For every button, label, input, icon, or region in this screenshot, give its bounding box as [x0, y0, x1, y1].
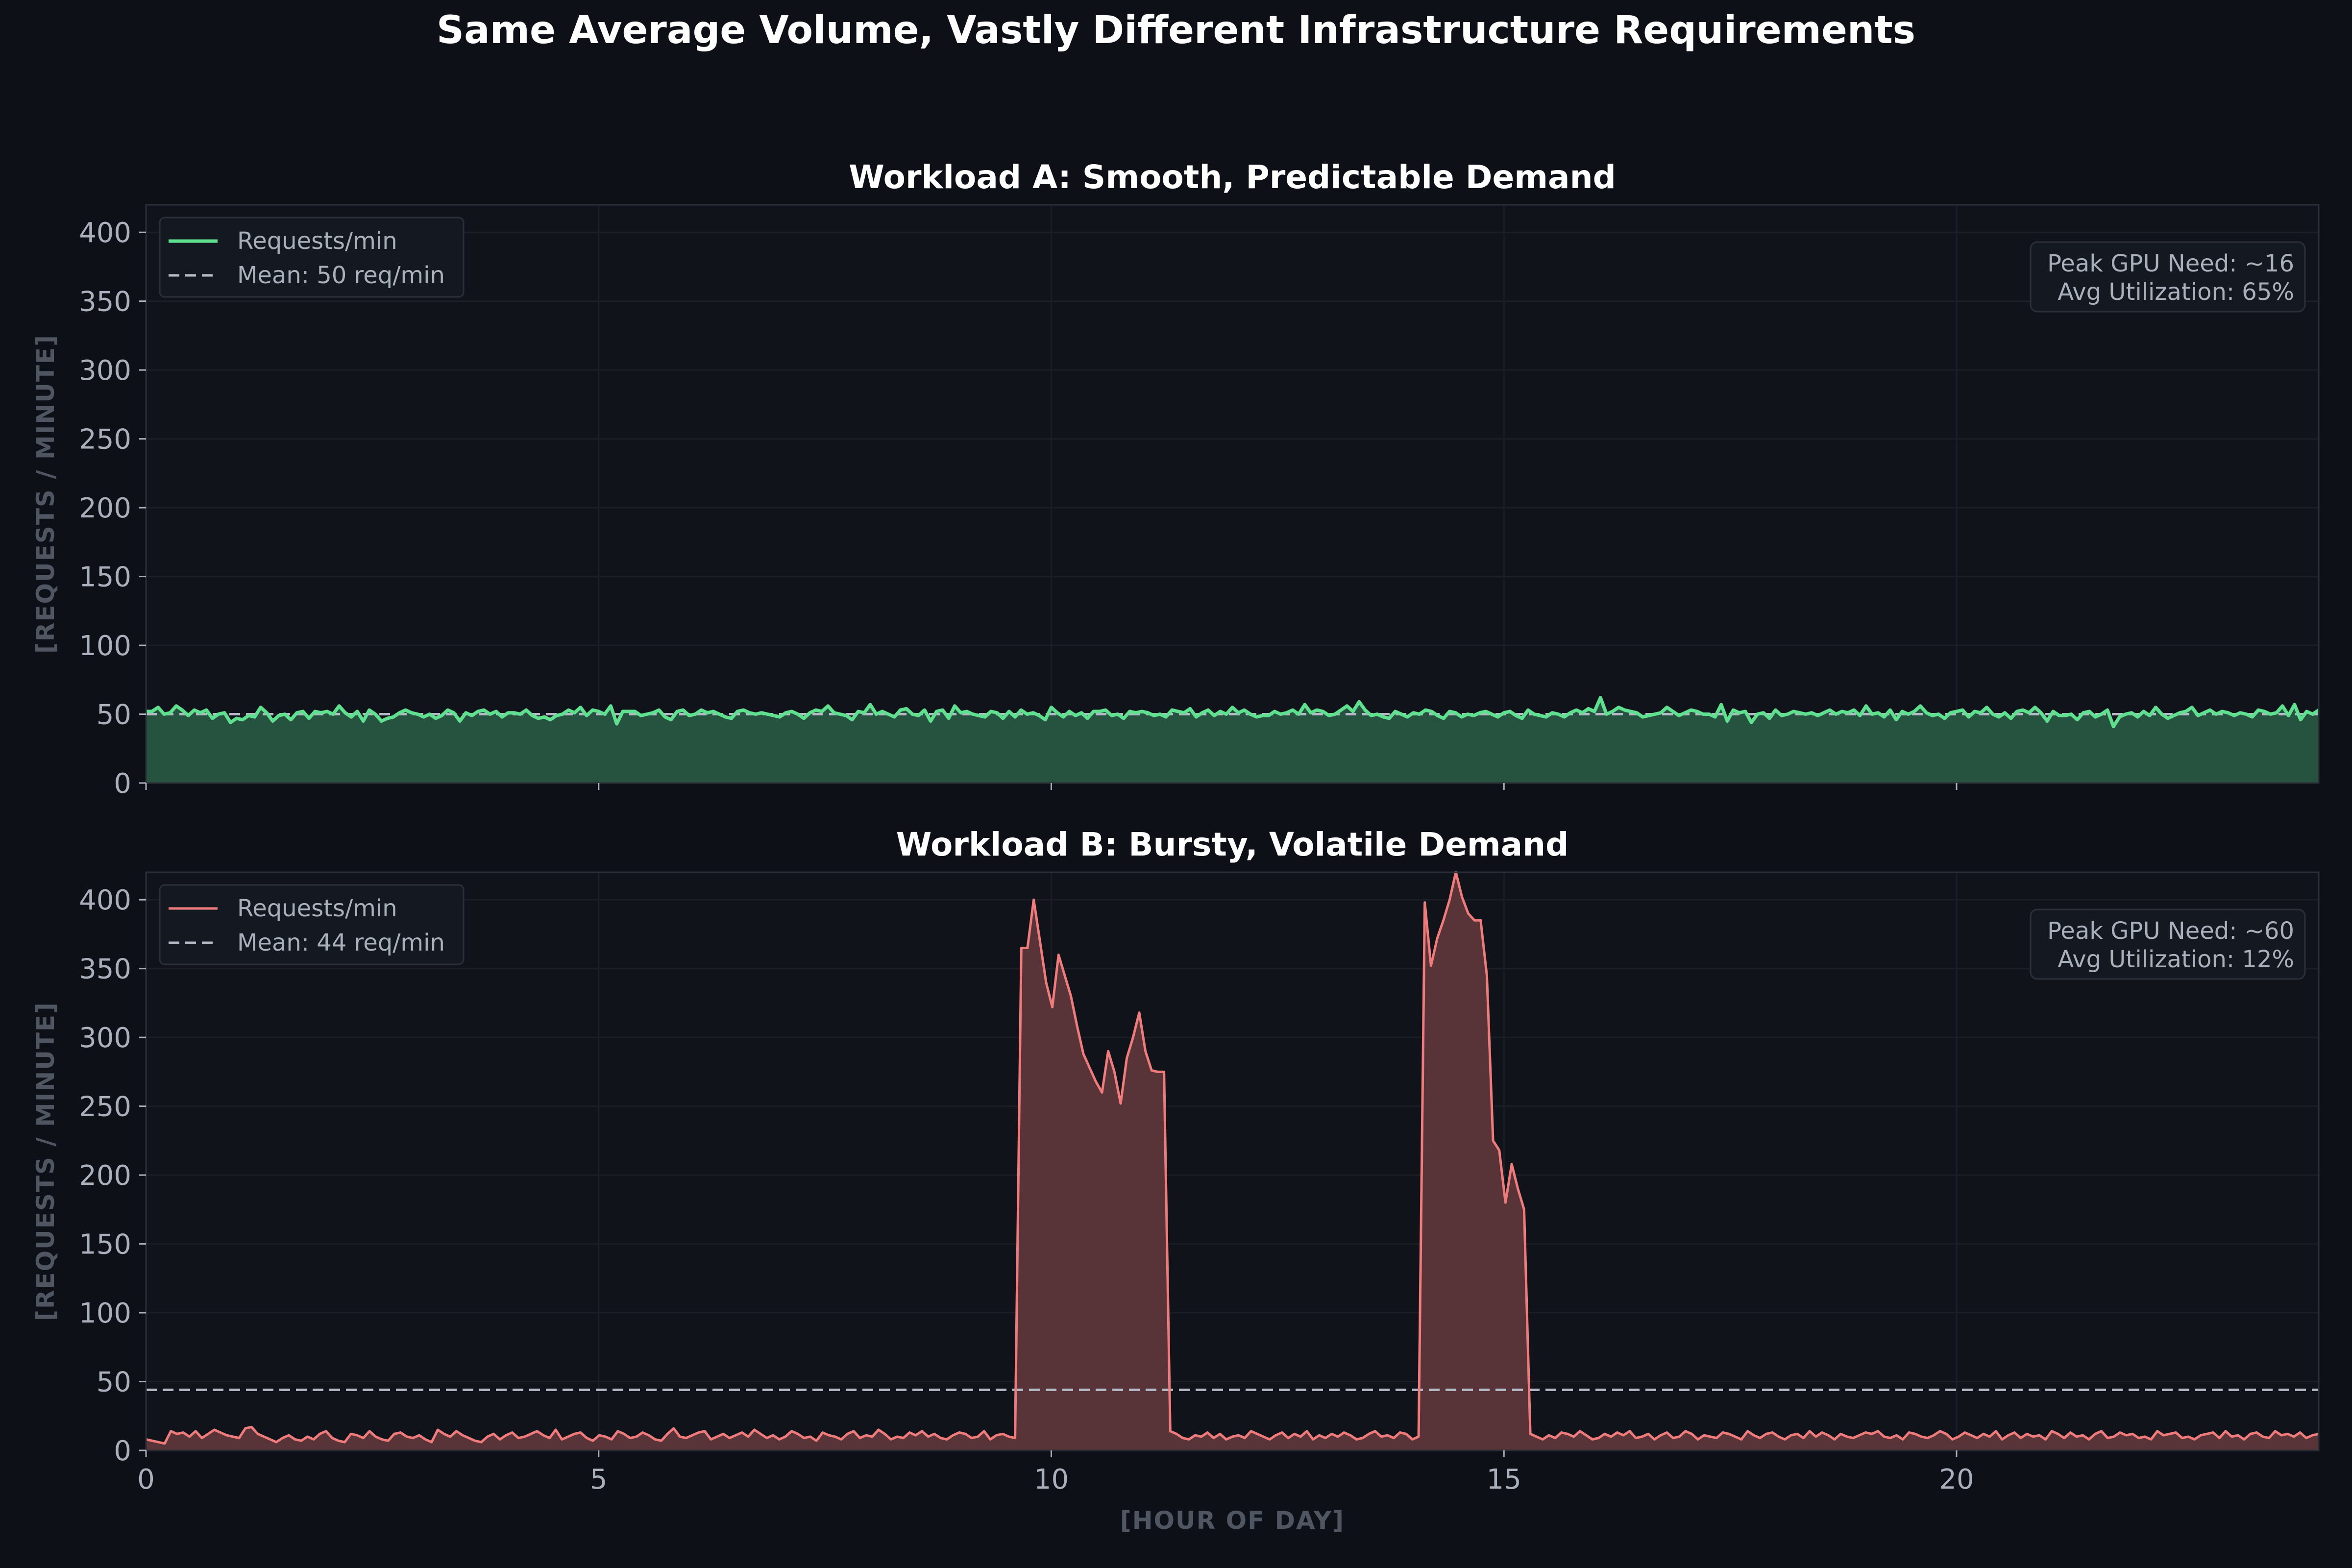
series-line	[146, 696, 2320, 729]
annotation-box	[2030, 241, 2306, 313]
plot-frame	[145, 871, 2320, 1451]
plot-frame	[145, 204, 2320, 784]
plot-area	[146, 872, 2319, 1450]
legend: Requests/min Mean: 44 req/min	[159, 884, 465, 965]
panel-title: Workload B: Bursty, Volatile Demand	[896, 826, 1569, 863]
chart-title: Same Average Volume, Vastly Different In…	[437, 8, 1915, 52]
legend-label-series: Requests/min	[237, 227, 397, 255]
legend-box	[159, 884, 465, 965]
y-tick-label: 100	[79, 630, 131, 662]
y-tick-label: 350	[79, 286, 131, 318]
y-tick-label: 400	[79, 217, 131, 249]
y-tick-label: 100	[79, 1298, 131, 1329]
series-line	[146, 871, 2319, 1445]
x-tick-label: 10	[1034, 1464, 1069, 1495]
x-tick-label: 0	[137, 1464, 155, 1495]
legend-label-mean: Mean: 50 req/min	[237, 262, 445, 289]
x-tick-label: 15	[1487, 1464, 1521, 1495]
annotation-peak-gpu: Peak GPU Need: ~16	[2047, 250, 2294, 277]
x-tick-label: 5	[590, 1464, 608, 1495]
x-axis-label: [HOUR OF DAY]	[1120, 1506, 1345, 1535]
x-tick-label: 20	[1939, 1464, 1974, 1495]
y-tick-label: 0	[114, 768, 131, 800]
y-tick-label: 400	[79, 884, 131, 916]
panel-title: Workload A: Smooth, Predictable Demand	[849, 158, 1616, 196]
legend-box	[159, 217, 465, 298]
y-tick-label: 300	[79, 1022, 131, 1054]
plot-area	[146, 205, 2319, 783]
y-tick-label: 200	[79, 492, 131, 524]
y-tick-label: 250	[79, 1091, 131, 1123]
annotation-box	[2030, 908, 2306, 980]
y-axis-label: [REQUESTS / MINUTE]	[31, 334, 60, 654]
y-tick-label: 50	[97, 1367, 131, 1398]
y-tick-label: 150	[79, 562, 131, 593]
legend-label-mean: Mean: 44 req/min	[237, 929, 445, 956]
legend: Requests/min Mean: 50 req/min	[159, 217, 465, 298]
y-tick-label: 200	[79, 1160, 131, 1192]
y-axis-label: [REQUESTS / MINUTE]	[31, 1002, 60, 1321]
annotation-peak-gpu: Peak GPU Need: ~60	[2047, 917, 2294, 945]
y-tick-label: 300	[79, 355, 131, 387]
y-tick-label: 350	[79, 954, 131, 985]
y-tick-label: 0	[114, 1435, 131, 1467]
annotation-utilization: Avg Utilization: 12%	[2058, 946, 2294, 973]
panel-a: 0 50 100 150 200 250 300 350 400 Workload A: Smoo…	[31, 158, 2320, 800]
legend-label-series: Requests/min	[237, 895, 397, 922]
series-area	[146, 697, 2319, 783]
panel-b: 0 50 100 150 200 250 300 350 400 0 5 10 15 20 Workload…	[31, 826, 2320, 1535]
y-tick-label: 250	[79, 424, 131, 456]
y-tick-label: 150	[79, 1229, 131, 1261]
y-tick-label: 50	[97, 699, 131, 731]
annotation-utilization: Avg Utilization: 65%	[2058, 278, 2294, 306]
